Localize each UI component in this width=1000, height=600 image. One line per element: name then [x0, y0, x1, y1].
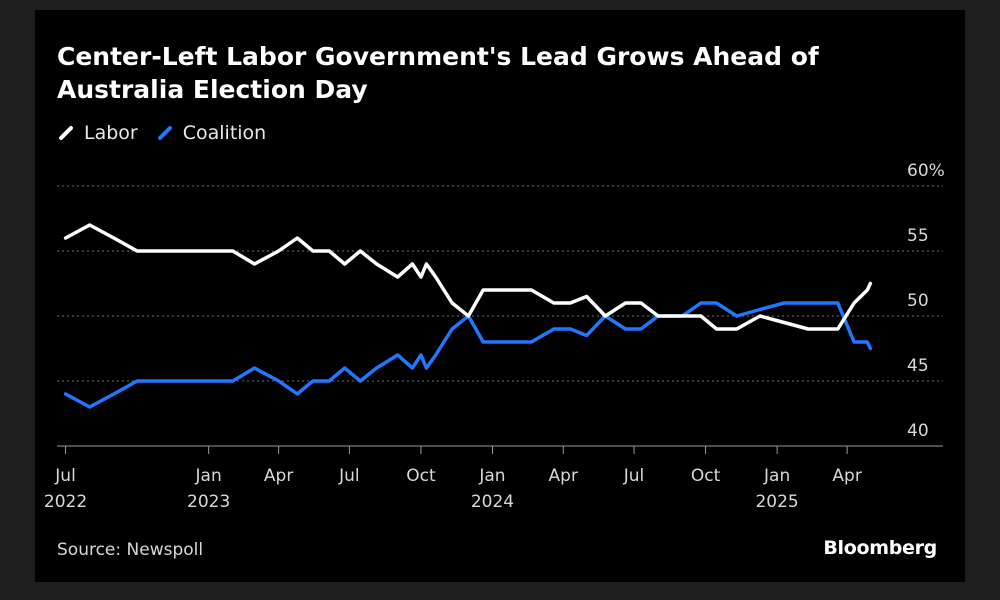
- x-tick-label-2024-04-01: Apr: [549, 466, 578, 486]
- y-tick-label-45: 45: [907, 356, 929, 376]
- x-tick-label-2023-04-01: Apr: [264, 466, 293, 486]
- y-tick-label-55: 55: [907, 226, 929, 246]
- legend-label-coalition: Coalition: [182, 122, 267, 144]
- x-tick-label-2024-01-01: Jan: [478, 466, 505, 486]
- legend: Labor Coalition: [57, 122, 284, 144]
- x-tick-year-2022: 2022: [44, 492, 87, 512]
- x-tick-year-2025: 2025: [755, 492, 798, 512]
- x-tick-label-2024-07-01: Jul: [623, 466, 645, 486]
- series-line-coalition: [63, 301, 873, 409]
- tick-labels: 40 45 50 55 60% Jul 2022 Jan 2023 Apr Jul Oct Jan 202…: [44, 161, 945, 512]
- series-layer: [63, 223, 873, 409]
- x-axis: [65, 446, 848, 454]
- x-tick-year-2023: 2023: [187, 492, 230, 512]
- x-tick-label-2023-10-01: Oct: [406, 466, 436, 486]
- x-tick-year-2024: 2024: [471, 492, 514, 512]
- legend-label-labor: Labor: [84, 122, 138, 144]
- chart-title: Center-Left Labor Government's Lead Grow…: [57, 42, 819, 104]
- x-tick-label-2023-01-01: Jan: [195, 466, 222, 486]
- legend-item-coalition: Coalition: [156, 122, 267, 144]
- y-tick-label-50: 50: [907, 291, 929, 311]
- chart-plot: 40 45 50 55 60% Jul 2022 Jan 2023 Apr Jul Oct Jan 202…: [44, 161, 945, 512]
- y-tick-label-40: 40: [907, 421, 929, 441]
- legend-item-labor: Labor: [57, 122, 138, 144]
- x-tick-label-2025-04-01: Apr: [832, 466, 861, 486]
- x-tick-label-2022-07-01: Jul: [54, 466, 76, 486]
- bloomberg-logo: Bloomberg: [823, 537, 937, 559]
- x-tick-label-2025-01-01: Jan: [763, 466, 790, 486]
- grid-layer: [57, 185, 943, 447]
- series-line-labor: [63, 223, 873, 331]
- chart-card: Center-Left Labor Government's Lead Grow…: [35, 10, 965, 582]
- source-note: Source: Newspoll: [57, 540, 204, 560]
- x-tick-label-2024-10-01: Oct: [691, 466, 721, 486]
- y-tick-label-60: 60%: [907, 161, 945, 181]
- x-tick-label-2023-07-01: Jul: [338, 466, 360, 486]
